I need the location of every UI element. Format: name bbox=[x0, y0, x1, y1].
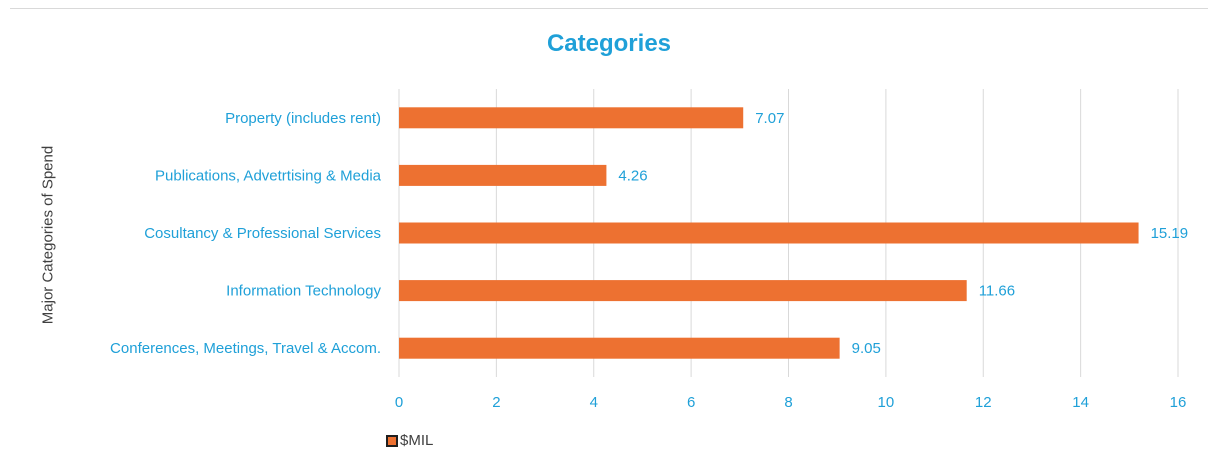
bar-3 bbox=[399, 280, 967, 302]
bar-4 bbox=[399, 337, 840, 359]
data-label-0: 7.07 bbox=[755, 110, 784, 127]
x-tick-label-16: 16 bbox=[1170, 394, 1187, 411]
bar-2 bbox=[399, 222, 1139, 244]
category-label-3: Information Technology bbox=[226, 283, 381, 300]
bar-1 bbox=[399, 164, 607, 186]
top-divider bbox=[10, 8, 1208, 9]
x-tick-label-14: 14 bbox=[1072, 394, 1089, 411]
legend-swatch bbox=[386, 434, 398, 447]
legend-label: $MIL bbox=[400, 432, 434, 449]
x-tick-label-2: 2 bbox=[492, 394, 500, 411]
x-tick-label-6: 6 bbox=[687, 394, 695, 411]
x-tick-label-12: 12 bbox=[975, 394, 992, 411]
x-tick-label-0: 0 bbox=[395, 394, 403, 411]
legend: $MIL bbox=[386, 432, 433, 449]
x-tick-label-10: 10 bbox=[878, 394, 895, 411]
data-label-4: 9.05 bbox=[852, 340, 881, 357]
data-label-1: 4.26 bbox=[618, 167, 647, 184]
x-tick-label-8: 8 bbox=[784, 394, 792, 411]
bar-0 bbox=[399, 107, 744, 129]
data-label-3: 11.66 bbox=[979, 283, 1015, 300]
x-tick-label-4: 4 bbox=[590, 394, 598, 411]
category-label-4: Conferences, Meetings, Travel & Accom. bbox=[110, 340, 381, 357]
category-label-2: Cosultancy & Professional Services bbox=[144, 225, 381, 242]
chart-title: Categories bbox=[546, 30, 672, 57]
category-label-1: Publications, Advetrtising & Media bbox=[155, 167, 382, 184]
category-label-0: Property (includes rent) bbox=[225, 110, 381, 127]
data-label-2: 15.19 bbox=[1151, 225, 1189, 242]
